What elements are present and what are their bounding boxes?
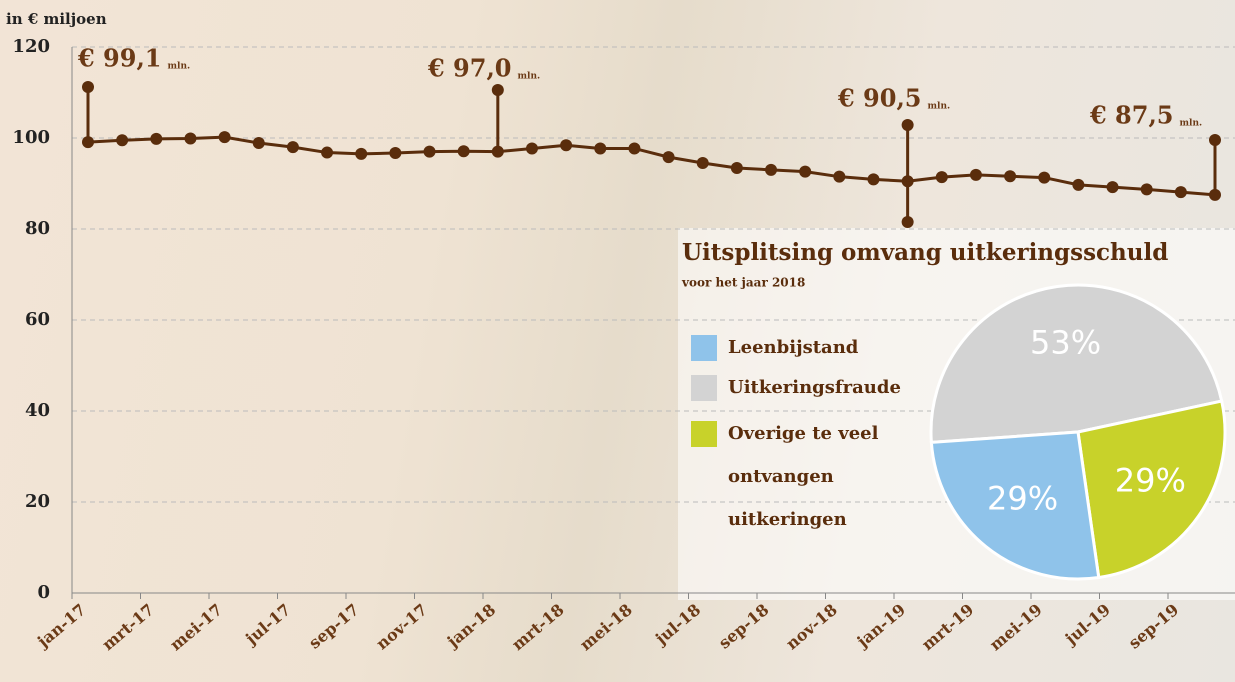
pie-label: 29% <box>1115 461 1186 499</box>
data-point <box>184 132 196 144</box>
data-point <box>389 147 401 159</box>
x-tick-label: jul-19 <box>1060 600 1114 650</box>
value-label: € 97,0 <box>427 54 512 83</box>
data-point <box>253 137 265 149</box>
data-point <box>867 173 879 185</box>
data-point <box>1107 181 1119 193</box>
data-point <box>321 147 333 159</box>
x-tick-label: mrt-19 <box>918 600 977 654</box>
data-point <box>936 171 948 183</box>
y-tick-label: 120 <box>12 36 50 57</box>
legend-label: Uitkeringsfraude <box>728 377 901 398</box>
x-tick-label: mrt-17 <box>98 600 157 654</box>
data-point <box>697 157 709 169</box>
data-point <box>765 164 777 176</box>
x-tick-label: mrt-18 <box>508 600 567 654</box>
y-tick-label: 20 <box>25 491 50 512</box>
pie-label: 29% <box>987 480 1058 518</box>
data-point <box>833 171 845 183</box>
value-label-unit: mln. <box>518 72 541 82</box>
data-point <box>560 139 572 151</box>
x-tick-label: sep-19 <box>1125 600 1183 653</box>
data-point <box>116 134 128 146</box>
y-tick-label: 100 <box>12 127 50 148</box>
data-point <box>355 148 367 160</box>
x-tick-label: mei-18 <box>576 600 636 654</box>
y-tick-label: 60 <box>25 309 50 330</box>
value-label: € 99,1 <box>77 44 162 73</box>
x-tick-label: jul-18 <box>650 600 704 650</box>
x-tick-label: mei-17 <box>166 600 226 654</box>
pin-head <box>902 119 914 131</box>
pin-head <box>902 216 914 228</box>
data-point <box>628 142 640 154</box>
data-point <box>219 131 231 143</box>
x-tick-label: jan-17 <box>32 600 89 652</box>
pie-subtitle: voor het jaar 2018 <box>681 276 805 290</box>
value-label-unit: mln. <box>1180 119 1203 129</box>
y-tick-label: 0 <box>37 582 50 603</box>
y-tick-label: 40 <box>25 400 50 421</box>
pie-title: Uitsplitsing omvang uitkeringsschuld <box>682 239 1168 266</box>
x-tick-label: nov-18 <box>782 600 841 653</box>
pin-head <box>1209 134 1221 146</box>
value-label-unit: mln. <box>928 102 951 112</box>
data-point <box>663 151 675 163</box>
pin-head <box>492 84 504 96</box>
legend-swatch <box>691 421 717 447</box>
y-axis-label: in € miljoen <box>6 10 107 28</box>
x-tick-label: jul-17 <box>240 600 294 650</box>
data-point <box>287 141 299 153</box>
x-tick-label: nov-17 <box>372 600 431 653</box>
data-point <box>150 133 162 145</box>
data-point <box>594 142 606 154</box>
data-point <box>458 145 470 157</box>
x-tick-label: sep-18 <box>715 600 773 653</box>
y-tick-label: 80 <box>25 218 50 239</box>
x-tick-label: jan-18 <box>442 600 499 652</box>
data-point <box>1072 179 1084 191</box>
value-label: € 87,5 <box>1089 101 1174 130</box>
data-point <box>424 146 436 158</box>
legend-swatch <box>691 335 717 361</box>
data-point <box>1141 183 1153 195</box>
data-point <box>1175 186 1187 198</box>
value-label-unit: mln. <box>168 62 191 72</box>
value-label: € 90,5 <box>837 84 922 113</box>
legend-label: Leenbijstand <box>728 337 859 358</box>
data-point <box>526 142 538 154</box>
legend-swatch <box>691 375 717 401</box>
data-point <box>1004 170 1016 182</box>
data-point <box>731 162 743 174</box>
x-tick-label: jan-19 <box>852 600 909 652</box>
x-tick-label: sep-17 <box>305 600 363 653</box>
data-point <box>970 169 982 181</box>
pin-head <box>82 81 94 93</box>
data-point <box>1038 172 1050 184</box>
x-tick-label: mei-19 <box>986 600 1046 654</box>
chart: in € miljoen Uitsplitsing omvang uitkeri… <box>0 0 1235 682</box>
data-point <box>799 166 811 178</box>
pie-label: 53% <box>1030 324 1101 362</box>
